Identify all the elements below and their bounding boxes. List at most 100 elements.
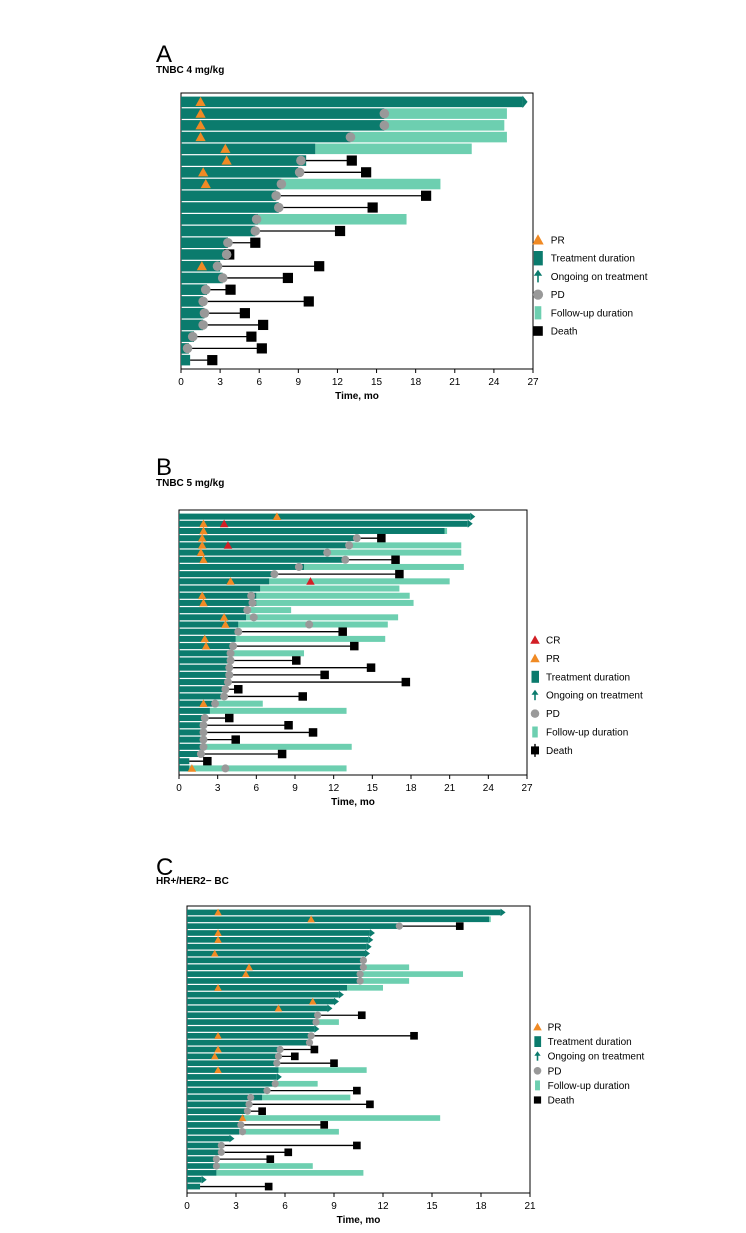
death-marker (250, 237, 261, 248)
x-tick-label: 21 (449, 377, 461, 388)
treatment-bar (187, 1039, 310, 1046)
death-marker (284, 720, 293, 730)
pr-marker (214, 908, 222, 916)
x-tick-label: 9 (292, 783, 298, 794)
pd-marker (307, 1032, 315, 1040)
patient-row (181, 225, 346, 237)
legend-item: Ongoing on treatment (531, 689, 643, 702)
death-marker (366, 663, 376, 672)
panel-letter: A (156, 41, 172, 68)
treatment-bar (179, 650, 231, 657)
follow-up-bar (347, 984, 383, 991)
treatment-bar (179, 571, 275, 578)
treatment-bar (187, 1115, 245, 1121)
patient-row (187, 908, 506, 917)
treatment-bar (179, 542, 350, 549)
follow-up-bar (215, 700, 263, 707)
pd-marker (270, 570, 279, 579)
follow-up-bar (257, 213, 407, 225)
patient-row (181, 108, 507, 119)
treatment-bar (179, 664, 230, 671)
legend-label: Follow-up duration (551, 308, 633, 319)
pr-marker (214, 929, 222, 937)
pd-marker (238, 1128, 247, 1136)
patient-row (187, 977, 410, 985)
death-marker (284, 1148, 293, 1157)
patient-row (179, 526, 448, 535)
treatment-bar (181, 331, 195, 342)
treatment-bar (187, 916, 490, 923)
legend-death-icon (533, 1096, 542, 1104)
treatment-bar (179, 628, 239, 635)
legend-item: PR (533, 1023, 562, 1034)
patient-row (179, 641, 359, 651)
pd-marker (248, 598, 257, 607)
death-marker (234, 685, 243, 694)
follow-up-bar (235, 635, 386, 642)
patient-row (181, 202, 378, 213)
x-tick-label: 6 (254, 783, 260, 794)
pd-marker (356, 970, 364, 978)
patient-row (181, 167, 372, 178)
legend-item: Follow-up duration (535, 1080, 630, 1092)
patient-row (179, 756, 212, 766)
follow-up-bar (209, 707, 347, 714)
treatment-bar (187, 1087, 268, 1094)
patient-row (179, 548, 462, 557)
patient-row (187, 1182, 273, 1191)
pr-marker (245, 963, 253, 971)
legend-item: Follow-up duration (532, 726, 628, 739)
treatment-bar (179, 679, 228, 686)
x-tick-label: 9 (331, 1201, 337, 1212)
pd-marker (263, 1087, 271, 1095)
legend-item: Treatment duration (531, 670, 630, 683)
patient-row (179, 512, 476, 521)
pr-marker (200, 634, 210, 643)
treatment-bar (179, 736, 204, 743)
treatment-bar (187, 1046, 281, 1053)
legend: CR PR Treatment duration Ongoing on treatme… (530, 635, 643, 757)
treatment-bar (181, 284, 208, 295)
treatment-bar (181, 120, 385, 131)
patient-row (179, 533, 386, 543)
follow-up-bar (363, 964, 410, 971)
pr-marker (198, 167, 209, 177)
legend-label: Death (546, 746, 573, 757)
follow-up-bar (278, 1067, 367, 1073)
patient-row (179, 670, 329, 680)
patient-row (181, 354, 218, 366)
pr-marker (195, 131, 206, 142)
legend-pd-icon (533, 1066, 542, 1075)
legend-item: PR (532, 234, 565, 247)
x-tick-label: 21 (444, 783, 456, 794)
patient-row (181, 331, 257, 342)
pd-marker (305, 1039, 314, 1047)
follow-up-bar (260, 585, 400, 592)
ongoing-arrow (229, 1134, 235, 1143)
death-marker (401, 677, 411, 687)
legend-item: Treatment duration (534, 1036, 632, 1048)
pr-marker (197, 541, 207, 549)
treatment-bar (187, 1170, 217, 1176)
treatment-bar (187, 1074, 277, 1080)
death-marker (338, 627, 347, 636)
legend-label: PR (551, 236, 565, 247)
pd-marker (223, 237, 233, 248)
panel-title: HR+/HER2− BC (156, 876, 229, 887)
pr-marker (241, 970, 250, 978)
x-axis-label: Time, mo (335, 391, 379, 402)
patient-row (187, 1031, 418, 1040)
patient-row (187, 1073, 282, 1081)
panel-letter: C (156, 854, 173, 881)
patient-row (181, 307, 250, 319)
pd-marker (395, 922, 403, 930)
patient-row (179, 692, 307, 701)
treatment-bar (179, 614, 247, 621)
pr-marker (201, 641, 211, 650)
pr-marker (308, 997, 317, 1005)
patient-row (187, 1093, 351, 1102)
treatment-bar (179, 722, 204, 729)
patient-row (179, 627, 347, 636)
patient-row (187, 1052, 299, 1061)
